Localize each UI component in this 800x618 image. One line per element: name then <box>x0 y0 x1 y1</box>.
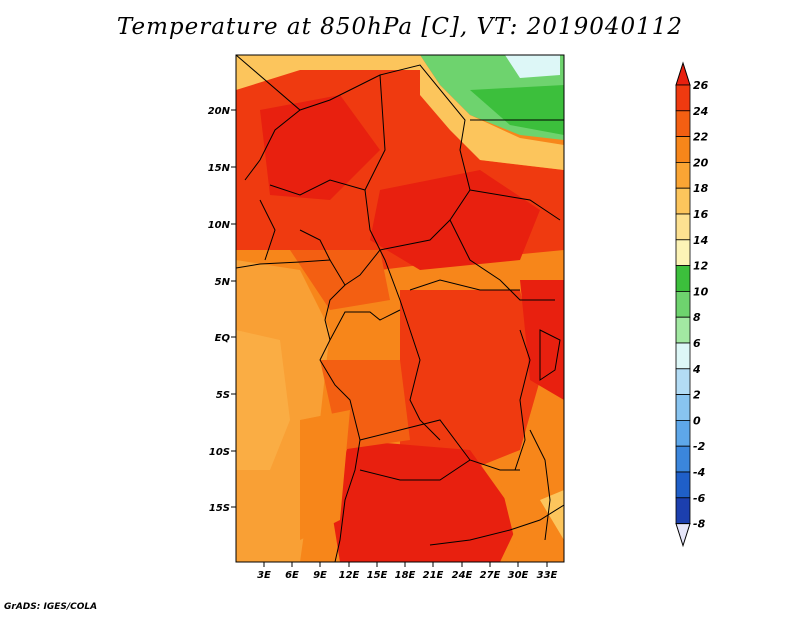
colorbar-segment <box>675 161 691 189</box>
lat-label: 20N <box>208 106 231 117</box>
map-frame <box>235 54 565 563</box>
colorbar-label: 8 <box>693 311 701 324</box>
colorbar-segment <box>675 368 691 395</box>
lon-label: 3E <box>257 570 271 581</box>
colorbar-label: -2 <box>693 440 706 453</box>
colorbar-label: 14 <box>693 234 708 247</box>
colorbar-segment <box>675 265 691 292</box>
colorbar-segment <box>675 136 691 163</box>
lon-label: 15E <box>367 570 388 581</box>
colorbar-label: 6 <box>693 337 701 350</box>
colorbar-arrow-bottom <box>675 523 691 548</box>
colorbar-label: 26 <box>693 79 709 92</box>
colorbar-label: 16 <box>693 208 709 221</box>
longitude-axis: 3E 6E 9E 12E 15E 18E 21E 24E 27E 30E 33E <box>257 562 558 581</box>
colorbar-segment <box>675 394 691 421</box>
colorbar-label: 18 <box>693 182 709 195</box>
colorbar-label: 20 <box>693 156 709 169</box>
lat-label: 15N <box>208 163 231 174</box>
lon-label: 24E <box>452 570 473 581</box>
colorbar-label: -4 <box>693 466 705 479</box>
colorbar-label: 0 <box>693 414 701 427</box>
colorbar-label: 24 <box>693 105 708 118</box>
lat-label: 10N <box>208 220 231 231</box>
colorbar-segment <box>675 471 691 499</box>
colorbar-segment <box>675 342 691 370</box>
colorbar-label: 10 <box>693 285 709 298</box>
colorbar-label: -8 <box>693 518 706 531</box>
lon-label: 30E <box>508 570 529 581</box>
latitude-axis: 20N 15N 10N 5N EQ 5S 10S 15S <box>208 106 236 514</box>
lon-label: 27E <box>480 570 501 581</box>
lat-label: 15S <box>209 503 230 514</box>
lon-label: 21E <box>423 570 444 581</box>
colorbar-arrow-top <box>675 61 691 86</box>
colorbar-segment <box>675 239 691 267</box>
lon-label: 6E <box>285 570 299 581</box>
temperature-field <box>236 55 564 562</box>
lon-label: 12E <box>339 570 360 581</box>
colorbar-label: -6 <box>693 492 706 505</box>
colorbar-label: 12 <box>693 260 709 273</box>
lon-label: 9E <box>313 570 327 581</box>
colorbar-segment <box>675 187 691 215</box>
lat-label: 5S <box>216 390 230 401</box>
colorbar-label: 2 <box>693 389 701 402</box>
lon-label: 18E <box>395 570 416 581</box>
colorbar-label: 22 <box>693 131 709 144</box>
colorbar-segment <box>675 213 691 241</box>
lon-label: 33E <box>537 570 558 581</box>
lat-label: 5N <box>215 277 231 288</box>
map-title: Temperature at 850hPa [C], VT: 201904011… <box>116 14 684 40</box>
lat-label: EQ <box>215 333 231 344</box>
colorbar-segment <box>675 84 691 112</box>
grads-credit: GrADS: IGES/COLA <box>4 602 98 612</box>
colorbar-segment <box>675 316 691 344</box>
colorbar-segment <box>675 110 691 138</box>
colorbar-segment <box>675 445 691 473</box>
colorbar-segment <box>675 419 691 447</box>
lat-label: 10S <box>209 447 230 458</box>
colorbar-segment <box>675 290 691 318</box>
colorbar-label: 4 <box>692 363 701 376</box>
colorbar-segment <box>675 497 691 524</box>
